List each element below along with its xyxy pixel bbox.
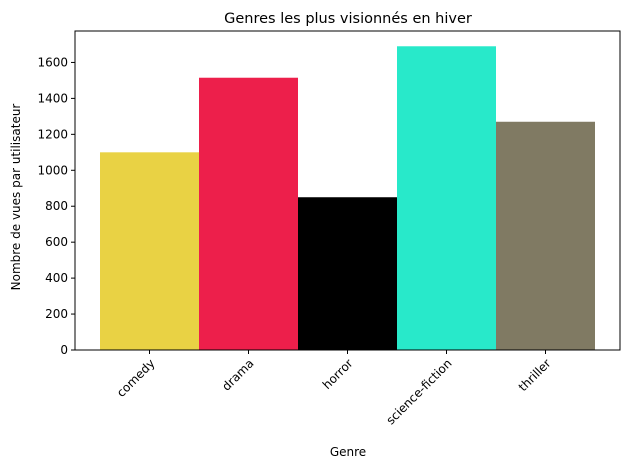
bar-comedy: [100, 152, 199, 350]
y-tick-label-1200: 1200: [37, 127, 68, 141]
y-tick-label-800: 800: [45, 199, 68, 213]
y-tick-label-0: 0: [60, 343, 68, 357]
x-tick-label-thriller: thriller: [516, 356, 554, 394]
x-tick-label-science-fiction: science-fiction: [383, 356, 454, 427]
chart-title: Genres les plus visionnés en hiver: [224, 11, 472, 27]
x-axis: comedy drama horror science-fiction thriller: [114, 350, 554, 427]
y-tick-label-1400: 1400: [37, 91, 68, 105]
x-tick-label-comedy: comedy: [114, 356, 158, 400]
y-tick-label-200: 200: [45, 307, 68, 321]
bar-science-fiction: [397, 46, 496, 350]
y-axis: 0 200 400 600 800 1000 1200 1400 1600: [37, 55, 75, 357]
y-tick-label-600: 600: [45, 235, 68, 249]
x-tick-label-horror: horror: [320, 356, 356, 392]
bars-group: [100, 46, 595, 351]
bar-drama: [199, 77, 298, 351]
y-tick-label-1000: 1000: [37, 163, 68, 177]
x-tick-label-drama: drama: [219, 356, 256, 393]
x-axis-label: Genre: [330, 445, 366, 459]
y-axis-label: Nombre de vues par utilisateur: [9, 104, 23, 291]
y-tick-label-400: 400: [45, 271, 68, 285]
bar-horror: [298, 197, 397, 350]
bar-thriller: [496, 121, 595, 350]
y-tick-label-1600: 1600: [37, 55, 68, 69]
